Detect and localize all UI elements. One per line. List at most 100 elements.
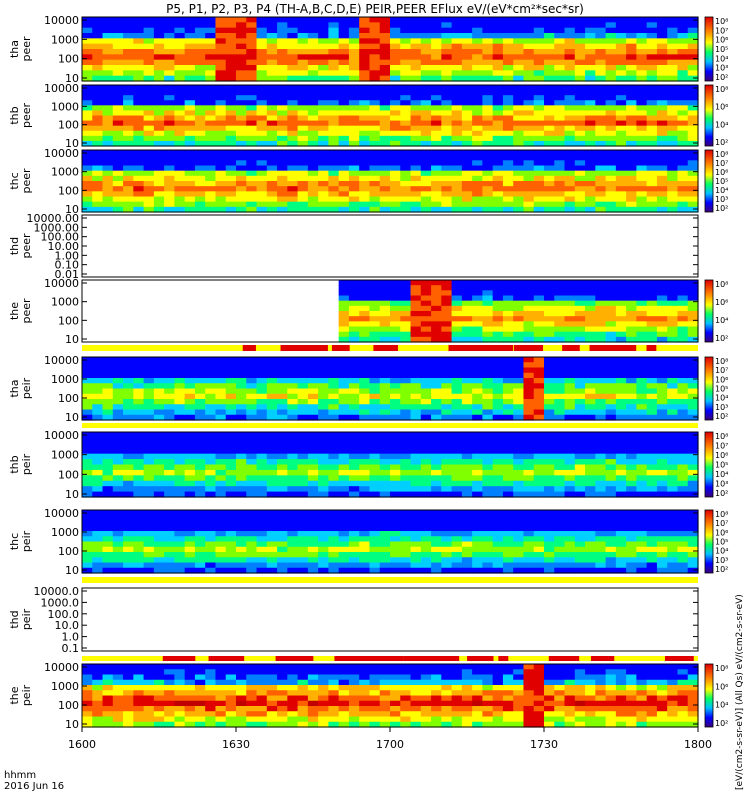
heatmap-cell — [565, 65, 576, 71]
heatmap-cell — [380, 389, 391, 395]
heatmap-cell — [667, 486, 678, 492]
heatmap-cell — [534, 481, 545, 487]
heatmap-cell — [380, 181, 391, 187]
heatmap-cell — [226, 531, 237, 537]
heatmap-cell — [123, 531, 134, 537]
heatmap-cell — [626, 316, 637, 322]
heatmap-cell — [554, 70, 565, 76]
heatmap-cell — [308, 470, 319, 476]
heatmap-cell — [472, 389, 483, 395]
colorbar-tick-label: 10⁷ — [715, 26, 728, 35]
heatmap-cell — [236, 536, 247, 542]
heatmap-cell — [565, 306, 576, 312]
heatmap-cell — [411, 197, 422, 203]
heatmap-cell — [400, 176, 411, 182]
heatmap-cell — [174, 17, 185, 23]
heatmap-cell — [144, 542, 155, 548]
heatmap-cell — [677, 394, 688, 400]
heatmap-cell — [349, 28, 360, 34]
heatmap-cell — [308, 547, 319, 553]
heatmap-cell — [133, 202, 144, 208]
heatmap-cell — [349, 486, 360, 492]
heatmap-cell — [215, 197, 226, 203]
heatmap-cell — [472, 131, 483, 137]
heatmap-cell — [431, 475, 442, 481]
heatmap-cell — [503, 110, 514, 116]
heatmap-cell — [400, 510, 411, 516]
heatmap-cell — [308, 85, 319, 91]
heatmap-cell — [308, 437, 319, 443]
heatmap-cell — [441, 437, 452, 443]
heatmap-cell — [267, 116, 278, 122]
heatmap-cell — [575, 510, 586, 516]
heatmap-cell — [667, 536, 678, 542]
heatmap-cell — [287, 552, 298, 558]
heatmap-cell — [226, 38, 237, 44]
heatmap-cell — [441, 459, 452, 465]
heatmap-cell — [513, 150, 524, 156]
heatmap-cell — [277, 202, 288, 208]
heatmap-cell — [626, 150, 637, 156]
heatmap-cell — [534, 443, 545, 449]
heatmap-cell — [513, 443, 524, 449]
heatmap-cell — [369, 126, 380, 132]
heatmap-cell — [452, 110, 463, 116]
heatmap-cell — [277, 136, 288, 142]
heatmap-cell — [565, 563, 576, 569]
heatmap-cell — [411, 378, 422, 384]
heatmap-cell — [554, 389, 565, 395]
heatmap-cell — [472, 160, 483, 166]
heatmap-cell — [380, 44, 391, 50]
heatmap-cell — [482, 54, 493, 60]
heatmap-cell — [246, 197, 257, 203]
heatmap-cell — [92, 17, 103, 23]
heatmap-cell — [585, 136, 596, 142]
heatmap-cell — [144, 454, 155, 460]
heatmap-cell — [339, 521, 350, 527]
heatmap-cell — [606, 443, 617, 449]
heatmap-cell — [565, 332, 576, 338]
heatmap-cell — [657, 28, 668, 34]
heatmap-cell — [215, 547, 226, 553]
heatmap-cell — [636, 60, 647, 66]
heatmap-cell — [164, 176, 175, 182]
heatmap-cell — [462, 327, 473, 333]
heatmap-cell — [647, 321, 658, 327]
y-tick-label: 100 — [58, 53, 79, 66]
heatmap-cell — [349, 316, 360, 322]
heatmap-cell — [585, 70, 596, 76]
heatmap-cell — [164, 465, 175, 471]
heatmap-cell — [287, 362, 298, 368]
heatmap-cell — [277, 459, 288, 465]
heatmap-cell — [113, 60, 124, 66]
heatmap-cell — [411, 404, 422, 410]
heatmap-cell — [513, 510, 524, 516]
heatmap-cell — [565, 526, 576, 532]
heatmap-cell — [113, 191, 124, 197]
heatmap-cell — [369, 70, 380, 76]
heatmap-cell — [308, 70, 319, 76]
heatmap-cell — [123, 448, 134, 454]
heatmap-cell — [226, 131, 237, 137]
heatmap-cell — [164, 432, 175, 438]
heatmap-cell — [298, 90, 309, 96]
colorbar — [705, 510, 713, 573]
heatmap-cell — [431, 17, 442, 23]
heatmap-cell — [103, 443, 114, 449]
heatmap-cell — [92, 176, 103, 182]
heatmap-cell — [308, 448, 319, 454]
heatmap-cell — [647, 316, 658, 322]
heatmap-cell — [647, 116, 658, 122]
heatmap-cell — [195, 552, 206, 558]
heatmap-cell — [585, 150, 596, 156]
heatmap-cell — [421, 131, 432, 137]
heatmap-cell — [185, 432, 196, 438]
heatmap-cell — [287, 60, 298, 66]
heatmap-cell — [82, 394, 93, 400]
heatmap-cell — [92, 664, 103, 670]
heatmap-cell — [390, 126, 401, 132]
heatmap-cell — [452, 150, 463, 156]
heatmap-cell — [82, 136, 93, 142]
heatmap-cell — [164, 33, 175, 39]
heatmap-cell — [390, 531, 401, 537]
